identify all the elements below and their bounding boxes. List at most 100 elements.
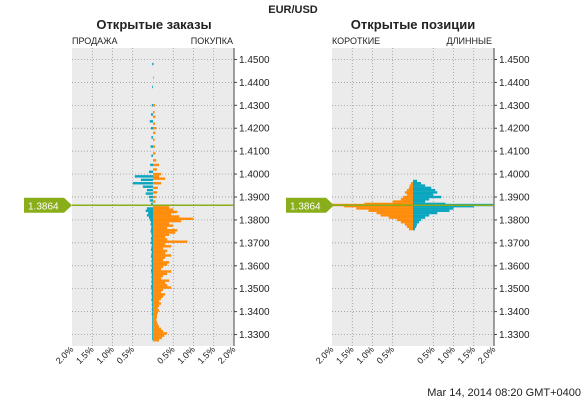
orders-bar-ПОКУПКА — [153, 293, 166, 296]
orders-bar-ПРОДАЖА — [151, 246, 153, 249]
orders-bar-ПРОДАЖА — [148, 195, 153, 199]
orders-bar-ПРОДАЖА — [151, 154, 153, 157]
positions-bar-ДЛИННЫЕ — [413, 211, 438, 215]
orders-bar-ПОКУПКА — [153, 208, 174, 211]
orders-bar-ПОКУПКА — [153, 127, 157, 130]
orders-bar-ПРОДАЖА — [132, 182, 153, 185]
orders-bar-ПРОДАЖА — [151, 287, 153, 290]
orders-bar-ПРОДАЖА — [150, 255, 153, 258]
orders-bar-ПОКУПКА — [153, 182, 162, 185]
orders-x-tick-label: 2.0% — [216, 344, 238, 366]
positions-y-tick-label: 1.3400 — [499, 307, 530, 318]
orders-y-tick-label: 1.3500 — [239, 284, 270, 295]
orders-bar-ПОКУПКА — [153, 226, 168, 230]
orders-bar-ПРОДАЖА — [152, 333, 153, 336]
orders-bar-ПРОДАЖА — [150, 221, 153, 224]
orders-bar-ПОКУПКА — [153, 272, 168, 275]
orders-y-tick-label: 1.3900 — [239, 193, 270, 204]
orders-bar-ПОКУПКА — [153, 329, 164, 333]
orders-bar-ПОКУПКА — [153, 231, 176, 234]
orders-bar-ПОКУПКА — [153, 240, 188, 243]
orders-bar-ПОКУПКА — [153, 242, 166, 246]
orders-bar-ПОКУПКА — [153, 233, 170, 237]
orders-bar-ПОКУПКА — [153, 261, 170, 264]
positions-bar-ДЛИННЫЕ — [413, 195, 442, 199]
orders-bar-ПРОДАЖА — [151, 298, 153, 302]
orders-right-label: ПОКУПКА — [191, 36, 233, 46]
positions-bar-КОРОТКИЕ — [344, 204, 413, 208]
positions-bar-ДЛИННЫЕ — [413, 200, 426, 203]
orders-bar-ПРОДАЖА — [151, 239, 153, 242]
orders-bar-ПРОДАЖА — [151, 225, 153, 228]
positions-bar-КОРОТКИЕ — [356, 207, 413, 210]
positions-bar-КОРОТКИЕ — [380, 214, 413, 217]
orders-bar-ПРОДАЖА — [151, 292, 153, 295]
orders-bar-ПРОДАЖА — [150, 241, 153, 245]
positions-bar-КОРОТКИЕ — [388, 216, 413, 219]
positions-bar-ДЛИННЫЕ — [413, 182, 422, 185]
positions-y-tick-label: 1.3900 — [499, 193, 530, 204]
orders-bar-ПОКУПКА — [153, 263, 168, 266]
orders-bar-ПОКУПКА — [153, 270, 172, 273]
orders-bar-ПОКУПКА — [153, 159, 157, 162]
orders-bar-ПОКУПКА — [153, 215, 180, 218]
positions-bar-ДЛИННЫЕ — [413, 198, 430, 201]
orders-bar-ПОКУПКА — [153, 258, 164, 262]
orders-bar-ПОКУПКА — [153, 235, 166, 239]
orders-bar-ПРОДАЖА — [151, 250, 153, 254]
orders-bar-ПОКУПКА — [153, 138, 155, 141]
orders-x-tick-label: 0.5% — [155, 344, 177, 366]
positions-bar-КОРОТКИЕ — [406, 193, 413, 196]
orders-bar-ПОКУПКА — [153, 186, 158, 190]
orders-bar-ПРОДАЖА — [152, 326, 153, 329]
orders-bar-ПРОДАЖА — [151, 280, 153, 284]
orders-x-tick-label: 0.5% — [115, 344, 137, 366]
orders-bar-ПОКУПКА — [153, 256, 166, 259]
positions-bar-ДЛИННЫЕ — [413, 216, 426, 219]
positions-y-tick-label: 1.4200 — [499, 124, 530, 135]
orders-bar-ПРОДАЖА — [152, 328, 153, 332]
orders-bar-ПРОДАЖА — [152, 317, 153, 320]
orders-bar-ПРОДАЖА — [151, 104, 153, 107]
orders-bar-ПОКУПКА — [153, 286, 172, 289]
orders-bar-ПОКУПКА — [153, 284, 168, 287]
positions-title: Открытые позиции — [351, 17, 475, 32]
positions-bar-ДЛИННЫЕ — [413, 191, 438, 194]
orders-bar-ПОКУПКА — [153, 249, 168, 253]
orders-price-badge — [24, 197, 72, 213]
positions-bar-ДЛИННЫЕ — [413, 214, 430, 217]
orders-bar-ПРОДАЖА — [150, 230, 153, 233]
orders-bar-ПРОДАЖА — [146, 207, 153, 210]
orders-title: Открытые заказы — [96, 17, 211, 32]
orders-bar-ПОКУПКА — [153, 163, 160, 167]
orders-bar-ПОКУПКА — [153, 168, 158, 171]
positions-right-label: ДЛИННЫЕ — [447, 36, 492, 46]
orders-bar-ПОКУПКА — [153, 309, 160, 312]
orders-left-label: ПРОДАЖА — [72, 36, 118, 46]
positions-bar-ДЛИННЫЕ — [413, 221, 420, 224]
orders-y-tick-label: 1.4500 — [239, 55, 270, 66]
orders-bar-ПРОДАЖА — [149, 218, 153, 222]
positions-bar-КОРОТКИЕ — [400, 198, 413, 201]
orders-panel: 1.4500 1.4400 1.4300 1.4200 1.4100 1.4000 1.39… — [54, 48, 270, 366]
orders-bar-ПРОДАЖА — [151, 253, 153, 256]
orders-bar-ПРОДАЖА — [152, 305, 153, 309]
orders-bar-ПРОДАЖА — [152, 324, 153, 327]
positions-bar-КОРОТКИЕ — [408, 186, 413, 190]
positions-bar-КОРОТКИЕ — [410, 182, 413, 185]
orders-y-tick-label: 1.3800 — [239, 215, 270, 226]
orders-bar-ПОКУПКА — [153, 268, 162, 271]
orders-bar-ПОКУПКА — [153, 238, 168, 241]
orders-bar-ПРОДАЖА — [151, 273, 153, 277]
orders-bar-ПРОДАЖА — [151, 303, 153, 306]
orders-bar-ПРОДАЖА — [145, 192, 153, 195]
positions-x-tick-label: 1.0% — [354, 344, 376, 366]
orders-bar-ПРОДАЖА — [150, 163, 153, 167]
orders-bar-ПРОДАЖА — [150, 237, 153, 240]
orders-bar-ПОКУПКА — [153, 115, 156, 118]
orders-bar-ПРОДАЖА — [148, 170, 153, 173]
orders-bar-ПОКУПКА — [153, 277, 162, 280]
orders-y-tick-label: 1.4400 — [239, 78, 270, 89]
positions-bar-ДЛИННЫЕ — [413, 186, 432, 190]
orders-bar-ПОКУПКА — [153, 217, 194, 220]
